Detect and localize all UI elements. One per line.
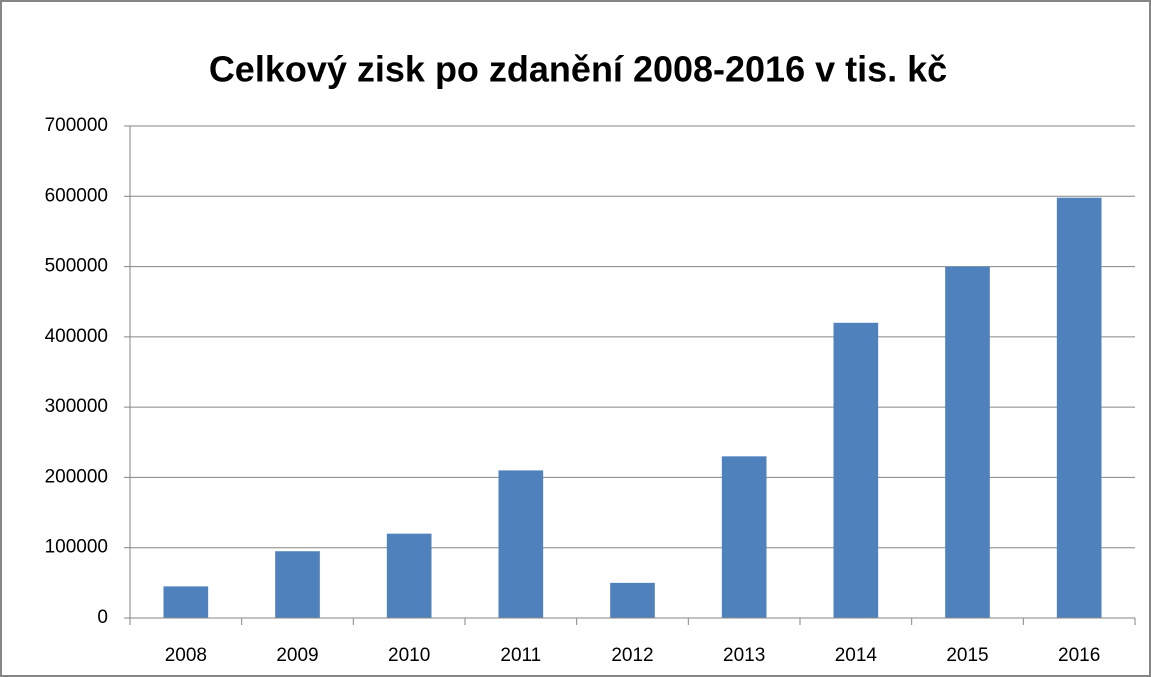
- y-tick-label: 600000: [45, 185, 108, 206]
- y-tick-label: 100000: [45, 537, 108, 558]
- bar: [275, 551, 320, 618]
- x-tick-label: 2015: [946, 645, 988, 666]
- y-tick-label: 400000: [45, 326, 108, 347]
- bar: [163, 586, 209, 618]
- x-tick-label: 2016: [1058, 645, 1100, 666]
- bar: [610, 582, 655, 618]
- bar: [386, 533, 432, 618]
- chart-title: Celkový zisk po zdanění 2008-2016 v tis.…: [209, 49, 947, 90]
- y-tick-label: 0: [97, 607, 108, 628]
- bar: [945, 266, 990, 618]
- bar: [721, 456, 767, 618]
- bar: [833, 322, 879, 618]
- y-tick-label: 700000: [45, 115, 108, 136]
- x-tick-label: 2010: [388, 645, 430, 666]
- y-tick-label: 500000: [45, 256, 108, 277]
- x-tick-label: 2011: [500, 645, 541, 666]
- bar: [498, 470, 544, 618]
- bar: [1056, 197, 1102, 619]
- x-tick-label: 2009: [276, 645, 318, 666]
- y-tick-label: 200000: [45, 466, 108, 487]
- x-tick-label: 2013: [723, 645, 765, 666]
- x-tick-label: 2014: [835, 645, 878, 666]
- x-tick-label: 2008: [165, 645, 207, 666]
- y-tick-label: 300000: [45, 396, 108, 417]
- x-tick-label: 2012: [611, 645, 653, 666]
